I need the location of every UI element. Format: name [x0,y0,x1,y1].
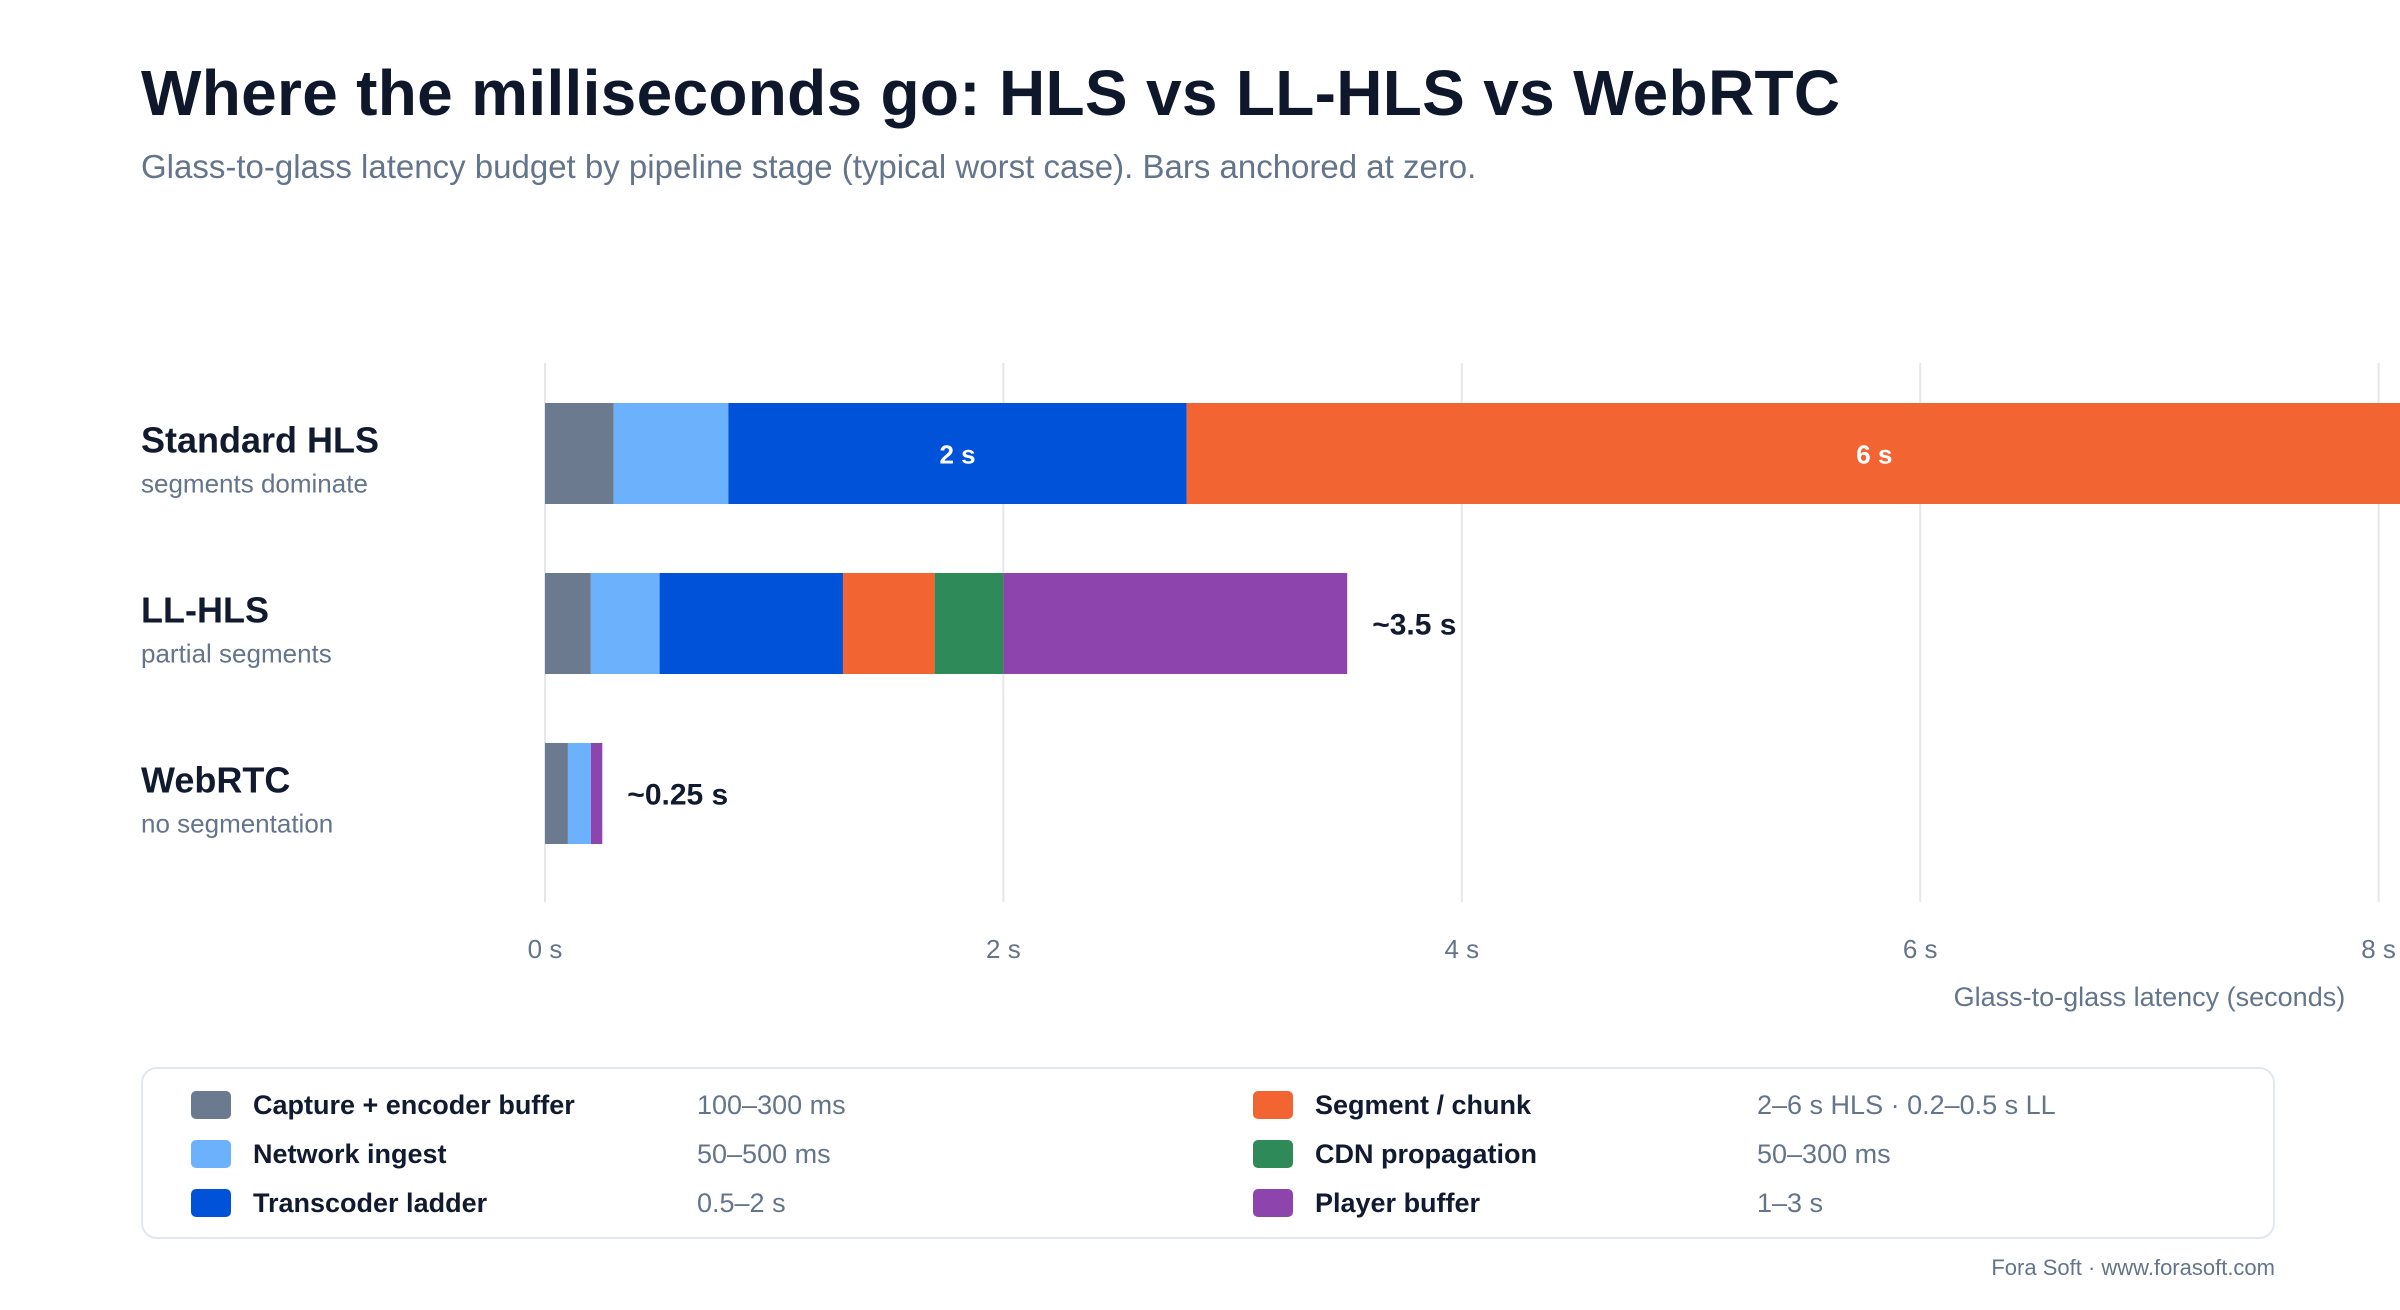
legend-item-cdn: CDN propagation [1253,1134,1537,1174]
legend-item-network-ingest: Network ingest [191,1134,447,1174]
chart-subtitle: Glass-to-glass latency budget by pipelin… [141,148,1477,185]
legend-label: Player buffer [1315,1187,1481,1218]
bars: 2 s6 s3 s~12 s~3.5 s~0.25 s [545,403,2400,844]
legend-label: Segment / chunk [1315,1089,1532,1120]
bar-segment [545,573,591,674]
legend-swatch [1253,1189,1293,1217]
x-axis-ticks: 0 s2 s4 s6 s8 s10 s12 s14 s [528,934,2396,964]
legend: Capture + encoder buffer 100–300 ms Netw… [141,1067,2275,1239]
category-subtitle: no segmentation [141,809,333,839]
bar-segment [728,403,1187,504]
legend-item-transcoder: Transcoder ladder [191,1183,487,1223]
legend-swatch [191,1140,231,1168]
legend-range: 50–500 ms [697,1139,831,1169]
legend-label: Network ingest [253,1138,447,1169]
legend-swatch [191,1091,231,1119]
bar-segment [659,573,843,674]
bar-total-label: ~0.25 s [627,779,728,812]
bar-total-label: ~3.5 s [1372,609,1456,642]
bar-segment [613,403,729,504]
legend-swatch [1253,1091,1293,1119]
bar-segment [545,743,568,844]
x-axis-title: Glass-to-glass latency (seconds) [1954,982,2346,1012]
legend-range: 50–300 ms [1757,1139,1891,1169]
legend-label: Capture + encoder buffer [253,1089,575,1120]
x-tick-label: 4 s [1444,934,1479,964]
legend-item-capture: Capture + encoder buffer [191,1085,575,1125]
legend-item-player-buffer: Player buffer [1253,1183,1480,1223]
x-tick-label: 0 s [528,934,563,964]
bar-segment [590,743,603,844]
legend-swatch [1253,1140,1293,1168]
x-tick-label: 8 s [2361,934,2396,964]
bar-segment [590,573,660,674]
x-tick-label: 2 s [986,934,1021,964]
category-name: WebRTC [141,760,290,801]
bar-segment-label: 2 s [939,440,975,470]
legend-range: 1–3 s [1757,1188,1824,1218]
bar-segment [842,573,935,674]
bar-segment [1003,573,1348,674]
category-name: LL-HLS [141,590,269,631]
category-subtitle: partial segments [141,639,332,669]
legend-range: 0.5–2 s [697,1188,786,1218]
stacked-bar-chart: Standard HLS segments dominate LL-HLS parti… [141,363,2400,1012]
legend-item-segment: Segment / chunk [1253,1085,1531,1125]
bar-segment [934,573,1004,674]
bar-segment-label: 6 s [1856,440,1892,470]
category-subtitle: segments dominate [141,469,368,499]
bar-segment [545,403,614,504]
legend-range: 2–6 s HLS · 0.2–0.5 s LL [1757,1090,2056,1120]
x-tick-label: 6 s [1903,934,1938,964]
legend-range: 100–300 ms [697,1090,846,1120]
legend-label: Transcoder ladder [253,1187,488,1218]
chart-title: Where the milliseconds go: HLS vs LL-HLS… [141,57,1841,129]
bar-segment [567,743,591,844]
footer-credit: Fora Soft · www.forasoft.com [1991,1255,2275,1280]
category-name: Standard HLS [141,420,379,461]
legend-swatch [191,1189,231,1217]
category-labels: Standard HLS segments dominate LL-HLS parti… [141,420,379,839]
legend-label: CDN propagation [1315,1138,1537,1169]
bar-segment [1186,403,2400,504]
